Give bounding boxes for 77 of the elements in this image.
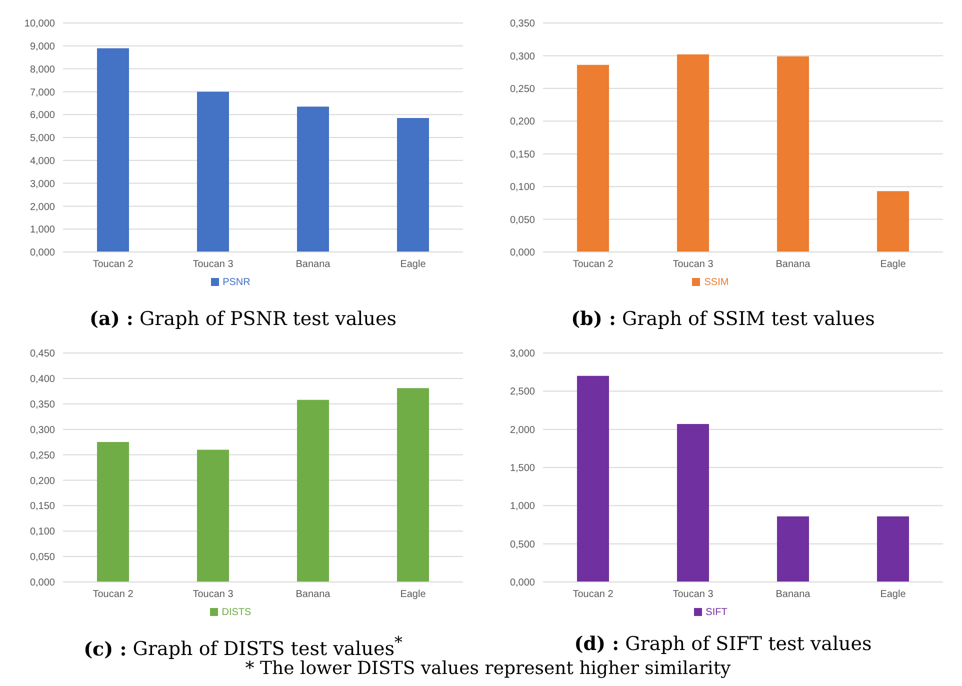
bar bbox=[677, 54, 709, 252]
bar bbox=[877, 516, 909, 582]
x-tick-label: Eagle bbox=[400, 589, 426, 600]
x-tick-label: Banana bbox=[776, 259, 811, 270]
x-tick-label: Toucan 3 bbox=[672, 259, 714, 270]
y-tick-label: 1,000 bbox=[30, 224, 56, 236]
bar bbox=[577, 376, 609, 582]
y-tick-label: 6,000 bbox=[30, 110, 56, 122]
y-tick-label: 0,050 bbox=[510, 214, 536, 226]
y-tick-label: 2,000 bbox=[30, 202, 56, 213]
y-tick-label: 0,150 bbox=[30, 501, 56, 512]
bar bbox=[877, 191, 909, 252]
x-tick-label: Toucan 2 bbox=[572, 259, 614, 270]
x-tick-label: Toucan 3 bbox=[192, 259, 234, 270]
x-tick-label: Banana bbox=[776, 589, 811, 600]
text: * The lower DISTS values represent higher similarity bbox=[245, 658, 731, 679]
x-tick-label: Toucan 3 bbox=[192, 589, 234, 600]
y-tick-label: 5,000 bbox=[30, 133, 56, 144]
bar bbox=[397, 118, 429, 252]
y-tick-label: 0,300 bbox=[510, 51, 536, 62]
bar bbox=[777, 516, 809, 582]
y-tick-label: 0,200 bbox=[30, 476, 56, 487]
x-tick-label: Toucan 2 bbox=[572, 589, 614, 600]
y-tick-label: 10,000 bbox=[24, 18, 56, 30]
y-tick-label: 0,000 bbox=[30, 578, 56, 589]
bar bbox=[97, 48, 129, 252]
y-tick-label: 0,200 bbox=[510, 116, 536, 128]
y-tick-label: 0,350 bbox=[30, 399, 56, 410]
y-tick-label: 0,150 bbox=[510, 149, 536, 160]
text: (c) : Graph of DISTS test values$^{*}$ bbox=[84, 633, 402, 660]
legend-label: SIFT bbox=[706, 607, 728, 618]
text: (b) : Graph of SSIM test values bbox=[571, 308, 875, 330]
bar bbox=[577, 64, 609, 252]
y-tick-label: 0,000 bbox=[510, 248, 536, 259]
bar bbox=[397, 388, 429, 582]
y-tick-label: 0,100 bbox=[30, 526, 56, 538]
legend-label: SSIM bbox=[704, 277, 729, 288]
x-tick-label: Banana bbox=[296, 259, 331, 270]
legend-label: DISTS bbox=[222, 607, 252, 618]
y-tick-label: 0,350 bbox=[510, 18, 536, 30]
legend-label: PSNR bbox=[222, 277, 250, 288]
y-tick-label: 1,000 bbox=[510, 501, 536, 512]
y-tick-label: 0,250 bbox=[30, 450, 56, 462]
y-tick-label: 3,000 bbox=[30, 178, 56, 190]
bar bbox=[197, 92, 229, 252]
y-tick-label: 0,500 bbox=[510, 539, 536, 550]
text: (a) : Graph of PSNR test values bbox=[90, 308, 396, 330]
bar bbox=[677, 424, 709, 582]
y-tick-label: 0,250 bbox=[510, 84, 536, 95]
y-tick-label: 2,000 bbox=[510, 424, 536, 436]
bar bbox=[97, 442, 129, 582]
y-tick-label: 0,000 bbox=[510, 578, 536, 589]
y-tick-label: 4,000 bbox=[30, 156, 56, 167]
x-tick-label: Toucan 3 bbox=[672, 589, 714, 600]
bar bbox=[197, 450, 229, 582]
y-tick-label: 2,500 bbox=[510, 386, 536, 398]
bar bbox=[297, 106, 329, 252]
y-tick-label: 8,000 bbox=[30, 64, 56, 76]
y-tick-label: 3,000 bbox=[510, 348, 536, 360]
y-tick-label: 9,000 bbox=[30, 41, 56, 52]
x-tick-label: Eagle bbox=[880, 589, 906, 600]
y-tick-label: 0,400 bbox=[30, 374, 56, 385]
y-tick-label: 0,300 bbox=[30, 424, 56, 436]
y-tick-label: 0,050 bbox=[30, 552, 56, 564]
y-tick-label: 0,450 bbox=[30, 348, 56, 360]
x-tick-label: Eagle bbox=[880, 259, 906, 270]
x-tick-label: Toucan 2 bbox=[92, 259, 134, 270]
x-tick-label: Eagle bbox=[400, 259, 426, 270]
bar bbox=[777, 56, 809, 252]
bar bbox=[297, 400, 329, 582]
y-tick-label: 0,100 bbox=[510, 182, 536, 194]
y-tick-label: 1,500 bbox=[510, 463, 536, 474]
text: (d) : Graph of SIFT test values bbox=[574, 633, 872, 655]
y-tick-label: 7,000 bbox=[30, 87, 56, 98]
x-tick-label: Toucan 2 bbox=[92, 589, 134, 600]
x-tick-label: Banana bbox=[296, 589, 331, 600]
y-tick-label: 0,000 bbox=[30, 248, 56, 259]
